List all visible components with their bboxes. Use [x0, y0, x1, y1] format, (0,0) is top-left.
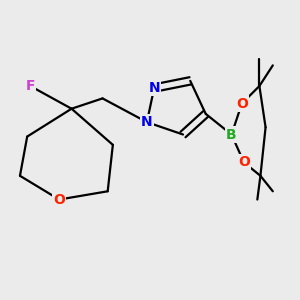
- Text: O: O: [238, 155, 250, 170]
- Text: F: F: [26, 79, 35, 93]
- Text: O: O: [236, 97, 248, 111]
- Text: B: B: [226, 128, 237, 142]
- Text: N: N: [141, 115, 153, 129]
- Text: N: N: [148, 81, 160, 95]
- Text: O: O: [53, 193, 65, 206]
